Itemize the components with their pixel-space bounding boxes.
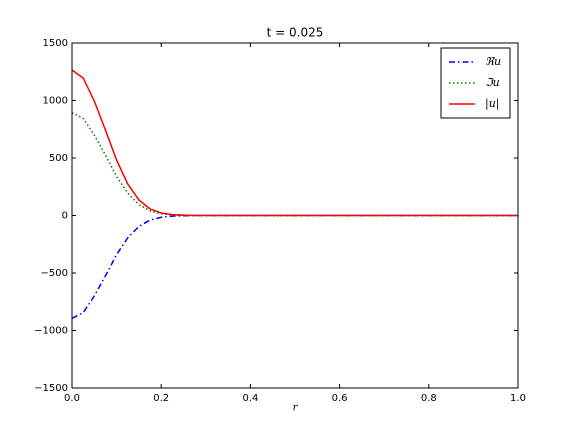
- x-tick-label: 1.0: [510, 393, 526, 404]
- y-tick-label: −1000: [34, 326, 68, 337]
- y-tick-label: −1500: [34, 383, 68, 394]
- x-tick-label: 0.6: [332, 393, 348, 404]
- legend-label: ℜu: [485, 55, 501, 68]
- y-tick-label: 500: [49, 153, 68, 164]
- x-tick-label: 0.2: [153, 393, 169, 404]
- x-tick-label: 0.8: [421, 393, 437, 404]
- legend-label: |u|: [485, 97, 500, 111]
- chart-title: t = 0.025: [267, 26, 324, 40]
- plot-frame: [71, 42, 519, 389]
- x-tick-label: 0.0: [64, 393, 80, 404]
- legend-label: ℑu: [485, 76, 500, 89]
- y-tick-label: −500: [41, 268, 68, 279]
- legend-box: [440, 47, 511, 119]
- data-line: [71, 69, 518, 217]
- y-tick-label: 0: [62, 211, 68, 222]
- x-axis-label: r: [293, 403, 299, 414]
- x-tick-label: 0.4: [242, 393, 258, 404]
- data-line: [71, 112, 518, 217]
- y-tick-label: 1500: [43, 38, 68, 49]
- y-tick-label: 1000: [43, 96, 68, 107]
